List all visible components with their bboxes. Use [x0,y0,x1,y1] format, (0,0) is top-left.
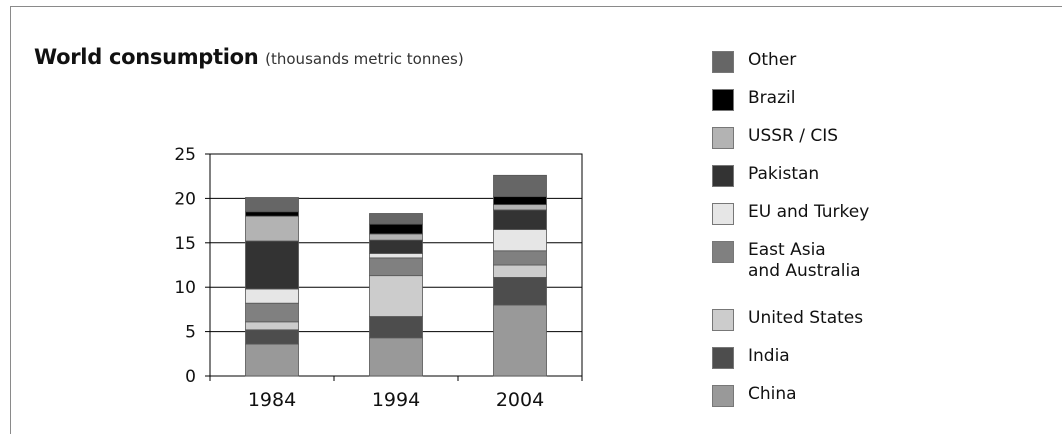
bar-segment [493,204,547,211]
legend-swatch [712,127,734,149]
chart-title-main: World consumption [34,45,259,69]
legend-swatch [712,165,734,187]
legend-item: East Asia and Australia [712,240,861,282]
legend-item: China [712,384,797,407]
bar-segment [493,174,547,198]
legend-label: USSR / CIS [748,126,839,146]
y-tick-label: 25 [174,145,196,165]
bar-segment [369,233,423,241]
chart-subtitle: (thousands metric tonnes) [265,50,464,68]
legend-swatch [712,241,734,263]
chart-frame [10,6,1062,434]
bar-segment [369,223,423,235]
legend-swatch [712,385,734,407]
y-tick-label: 20 [174,189,196,209]
bar-segment [369,337,423,377]
legend-swatch [712,51,734,73]
legend-label: Brazil [748,88,796,108]
bar-segment [369,257,423,277]
legend-label: India [748,346,790,366]
legend-item: United States [712,308,863,331]
legend-item: Brazil [712,88,795,111]
bar-segment [493,196,547,206]
bar-segment [245,240,299,290]
x-tick-label: 1994 [372,389,420,411]
bar-segment [369,213,423,225]
bar-segment [493,277,547,306]
bar-segment [369,316,423,339]
legend-label: EU and Turkey [748,202,870,222]
bar-segment [245,329,299,345]
bar-segment [493,209,547,230]
bar-segment [493,304,547,377]
legend-label: Pakistan [748,164,820,184]
legend-label: East Asia and Australia [748,240,861,281]
bar-segment [245,288,299,304]
legend-swatch [712,203,734,225]
bar-segment [245,215,299,242]
legend-label: United States [748,308,864,328]
legend-swatch [712,89,734,111]
bar-segment [245,321,299,331]
legend-swatch [712,347,734,369]
bar-segment [369,253,423,259]
bar-segment [245,197,299,213]
legend-label: China [748,384,797,404]
legend-item: USSR / CIS [712,126,838,149]
stacked-bar-chart: 0 5 10 15 20 25 1984 1994 2004 [174,145,583,411]
legend-swatch [712,309,734,331]
legend-item: Pakistan [712,164,819,187]
chart-title: World consumption (thousands metric tonn… [34,44,464,72]
bar-segment [245,302,299,323]
legend-item: India [712,346,790,369]
bar-segment [245,343,299,377]
x-tick-label: 2004 [496,389,544,411]
y-tick-label: 0 [185,367,196,387]
bar-segment [369,275,423,317]
legend-item: Other [712,50,796,73]
bar-segment [493,250,547,266]
bar-segment [493,264,547,278]
legend-label: Other [748,50,797,70]
bar-segment [369,239,423,254]
bar-segment [493,229,547,252]
x-tick-label: 1984 [248,389,296,411]
bar-segment [245,211,299,217]
y-tick-label: 10 [174,278,196,298]
legend-item: EU and Turkey [712,202,869,225]
y-tick-label: 15 [174,234,196,254]
y-tick-label: 5 [185,323,196,343]
